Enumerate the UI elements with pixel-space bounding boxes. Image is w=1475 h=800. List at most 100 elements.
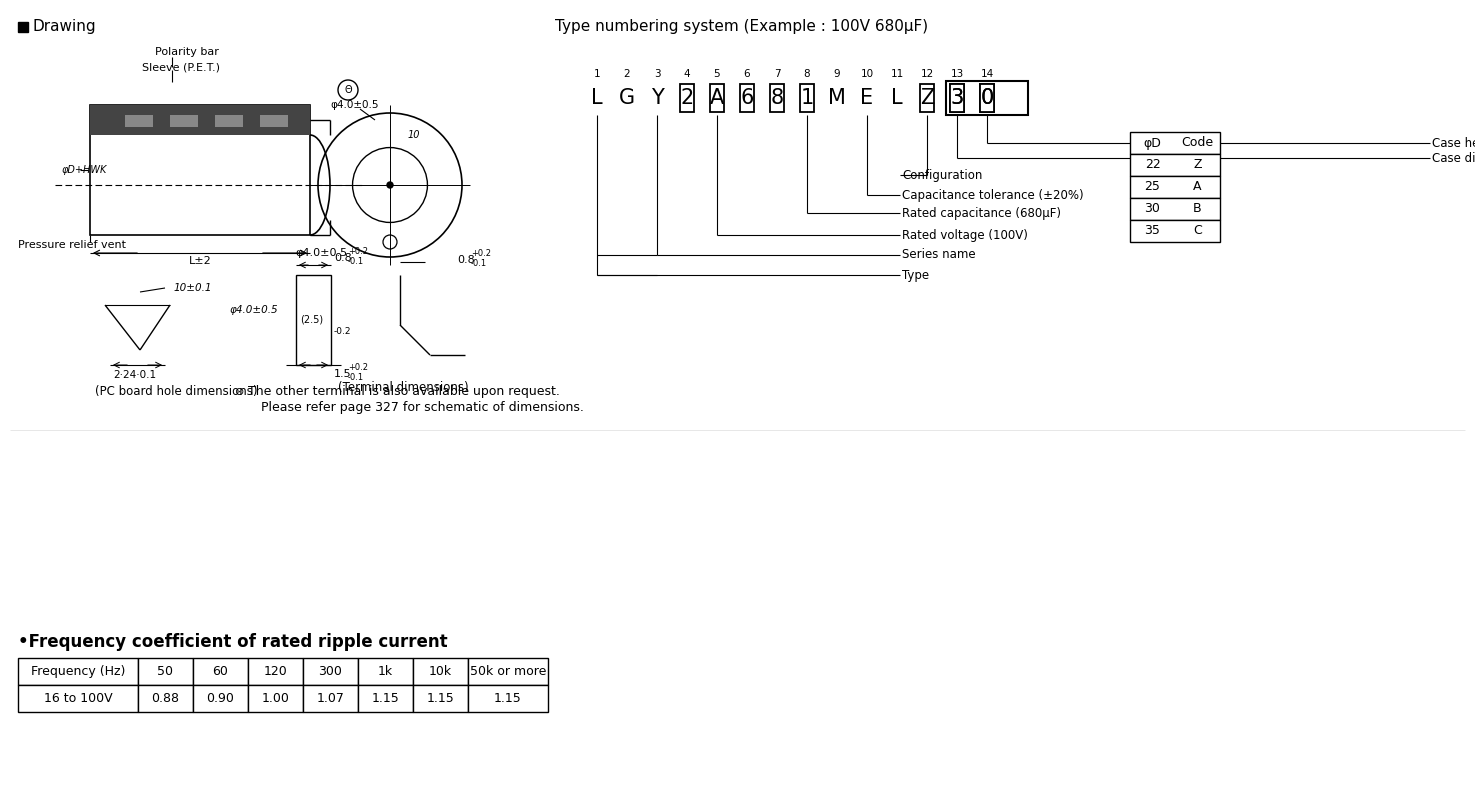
- Text: 10k: 10k: [429, 665, 451, 678]
- Bar: [260, 115, 288, 127]
- Text: 1.15: 1.15: [372, 692, 400, 705]
- Text: Case dia. code: Case dia. code: [1432, 151, 1475, 165]
- Text: Rated capacitance (680μF): Rated capacitance (680μF): [903, 206, 1061, 219]
- Text: -0.1: -0.1: [348, 258, 364, 266]
- Text: 50k or more: 50k or more: [471, 665, 546, 678]
- Bar: [950, 84, 965, 112]
- Bar: [979, 84, 994, 112]
- Text: G: G: [620, 88, 636, 108]
- Text: 11: 11: [891, 69, 904, 79]
- Bar: [193, 658, 248, 685]
- Text: 8: 8: [770, 88, 783, 108]
- Text: 0.90: 0.90: [207, 692, 235, 705]
- Bar: [740, 84, 754, 112]
- Text: 2: 2: [624, 69, 630, 79]
- Bar: [1130, 198, 1220, 220]
- Text: 8: 8: [770, 88, 783, 108]
- Text: 16 to 100V: 16 to 100V: [44, 692, 112, 705]
- Text: C: C: [1193, 225, 1202, 238]
- Text: 4: 4: [684, 69, 690, 79]
- Bar: [950, 84, 965, 112]
- Text: 1.07: 1.07: [317, 692, 345, 705]
- Text: E: E: [860, 88, 873, 108]
- Text: 60: 60: [212, 665, 229, 678]
- Text: The other terminal is also available upon request.: The other terminal is also available upo…: [248, 386, 560, 398]
- Text: 1.00: 1.00: [261, 692, 289, 705]
- Text: φD+HWK: φD+HWK: [62, 165, 108, 175]
- Bar: [1130, 176, 1220, 198]
- Text: 6: 6: [743, 69, 751, 79]
- Text: Drawing: Drawing: [32, 19, 96, 34]
- Bar: [18, 22, 28, 32]
- Text: 3: 3: [950, 88, 963, 108]
- Bar: [248, 685, 302, 712]
- Bar: [125, 115, 153, 127]
- Text: 35: 35: [1145, 225, 1161, 238]
- Text: Z: Z: [1193, 158, 1202, 171]
- Bar: [920, 84, 934, 112]
- Text: 2: 2: [680, 88, 693, 108]
- Bar: [945, 81, 1028, 115]
- Text: 1k: 1k: [378, 665, 392, 678]
- Text: 1: 1: [593, 69, 600, 79]
- Text: 0: 0: [981, 88, 994, 108]
- Text: φ4.0±0.5: φ4.0±0.5: [295, 248, 347, 258]
- Text: M: M: [827, 88, 847, 108]
- Text: 3: 3: [950, 88, 963, 108]
- Text: Z: Z: [920, 88, 934, 108]
- Text: 0.8: 0.8: [333, 253, 351, 263]
- Bar: [468, 685, 549, 712]
- Text: (2.5): (2.5): [299, 315, 323, 325]
- Bar: [680, 84, 695, 112]
- Text: +0.2: +0.2: [348, 363, 367, 373]
- Bar: [170, 115, 198, 127]
- Bar: [139, 658, 193, 685]
- Text: φ4.0±0.5: φ4.0±0.5: [330, 100, 379, 110]
- Bar: [90, 105, 310, 135]
- Bar: [302, 658, 358, 685]
- Text: 13: 13: [950, 69, 963, 79]
- Text: 50: 50: [158, 665, 174, 678]
- Bar: [799, 84, 814, 112]
- Text: +0.2: +0.2: [471, 250, 491, 258]
- Text: 10±0.1: 10±0.1: [173, 283, 211, 293]
- Text: Pressure relief vent: Pressure relief vent: [18, 240, 125, 250]
- Text: 0: 0: [981, 88, 994, 108]
- Text: 5: 5: [714, 69, 720, 79]
- Text: 1.15: 1.15: [426, 692, 454, 705]
- Text: L: L: [891, 88, 903, 108]
- Text: Type: Type: [903, 269, 929, 282]
- Text: 10: 10: [860, 69, 873, 79]
- Bar: [979, 84, 994, 112]
- Text: 7: 7: [774, 69, 780, 79]
- Text: 120: 120: [264, 665, 288, 678]
- Text: +0.2: +0.2: [348, 247, 367, 257]
- Bar: [90, 105, 310, 235]
- Text: 6: 6: [740, 88, 754, 108]
- Bar: [302, 685, 358, 712]
- Text: Z: Z: [920, 88, 934, 108]
- Bar: [1130, 154, 1220, 176]
- Text: (Terminal dimensions): (Terminal dimensions): [338, 381, 469, 394]
- Text: Series name: Series name: [903, 249, 975, 262]
- Text: L: L: [591, 88, 603, 108]
- Text: 9: 9: [833, 69, 841, 79]
- Text: φ4.0±0.5: φ4.0±0.5: [230, 305, 279, 315]
- Bar: [193, 685, 248, 712]
- Bar: [18, 658, 139, 685]
- Text: •Frequency coefficient of rated ripple current: •Frequency coefficient of rated ripple c…: [18, 633, 447, 651]
- Text: 6: 6: [740, 88, 754, 108]
- Text: A: A: [709, 88, 724, 108]
- Text: 0.8: 0.8: [457, 255, 475, 265]
- Text: Frequency (Hz): Frequency (Hz): [31, 665, 125, 678]
- Bar: [413, 685, 468, 712]
- Text: Θ: Θ: [344, 85, 353, 95]
- Text: 12: 12: [920, 69, 934, 79]
- Bar: [296, 275, 330, 365]
- Text: 3: 3: [653, 69, 661, 79]
- Text: 8: 8: [804, 69, 810, 79]
- Bar: [18, 685, 139, 712]
- Text: Y: Y: [650, 88, 664, 108]
- Text: 300: 300: [319, 665, 342, 678]
- Text: -0.2: -0.2: [333, 327, 351, 337]
